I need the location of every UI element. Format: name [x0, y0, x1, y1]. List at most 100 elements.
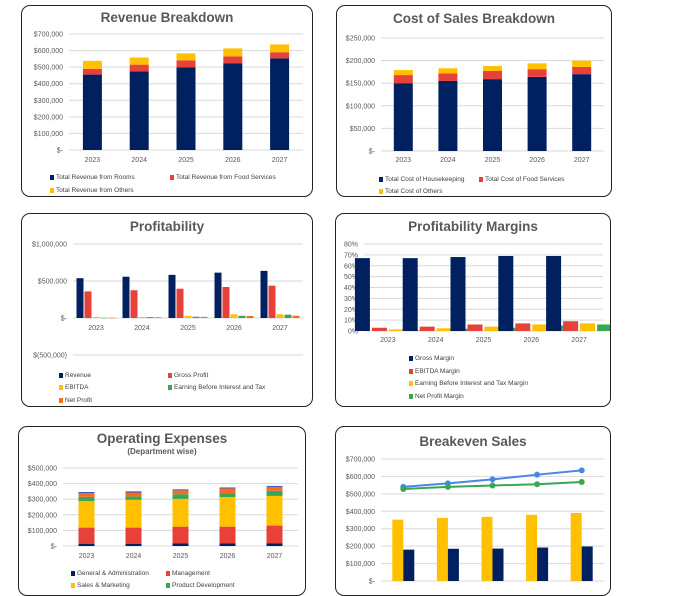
x-tick-label: 2025 [180, 325, 196, 332]
y-tick-label: $- [51, 544, 58, 551]
legend-swatch [166, 583, 170, 588]
bar [154, 317, 162, 318]
y-tick-label: $600,000 [34, 48, 63, 55]
y-tick-label: $- [369, 149, 376, 156]
bar-segment [172, 490, 189, 495]
bar [392, 519, 404, 581]
x-tick-label: 2027 [574, 157, 590, 164]
x-tick-label: 2026 [226, 325, 242, 332]
y-tick-label: $- [369, 579, 376, 586]
bar [284, 314, 292, 318]
y-tick-label: $(500,000) [33, 353, 67, 360]
bar-segment [438, 80, 458, 151]
x-tick-label: 2024 [131, 157, 147, 164]
legend-label: Total Revenue from Rooms [56, 174, 135, 181]
chart-plot: 0% 10% 20% 30% 40% 50% 60% 70% 80% 2023 2024 2025 20… [344, 242, 610, 344]
y-tick-label: 30% [344, 296, 358, 303]
operating-expenses-chart: Operating Expenses (Department wise) $- $… [18, 426, 306, 596]
bar-segment [82, 74, 102, 150]
y-tick-label: $600,000 [346, 474, 375, 481]
bar-segment [125, 527, 142, 544]
bar-segment [129, 71, 149, 150]
y-tick-label: 80% [344, 242, 358, 249]
bar-segment [78, 543, 95, 546]
legend-item: EBITDA [59, 384, 88, 391]
line-point [534, 471, 541, 478]
y-tick-label: $500,000 [38, 279, 67, 286]
bar-segment [393, 70, 413, 76]
y-tick-label: $- [57, 148, 64, 155]
bar [436, 517, 448, 581]
bar-segment [393, 83, 413, 151]
legend-swatch [379, 177, 383, 182]
y-tick-label: $500,000 [28, 466, 57, 473]
bar-segment [266, 486, 283, 491]
bar-segment [172, 494, 189, 499]
bar-segment [266, 490, 283, 496]
legend-label: Total Cost of Others [385, 188, 443, 195]
legend-item: Gross Profit [168, 372, 208, 379]
y-tick-label: $200,000 [346, 544, 375, 551]
bar-segment [270, 44, 290, 53]
y-tick-label: $400,000 [28, 481, 57, 488]
bar [238, 315, 246, 318]
line-point [489, 476, 496, 483]
y-tick-label: 0% [348, 329, 358, 336]
chart-title: Profitability [129, 219, 205, 234]
chart-subtitle: (Department wise) [127, 447, 197, 456]
bar [84, 291, 92, 318]
bar [580, 323, 596, 331]
legend-swatch [166, 571, 170, 576]
legend-swatch [71, 583, 75, 588]
legend-item: Total Cost of Food Services [479, 176, 564, 183]
bar [492, 548, 504, 581]
bar [450, 257, 466, 331]
bar-segment [219, 487, 236, 489]
line-point [578, 467, 585, 474]
chart-plot: $- $100,000 $200,000 $300,000 $400,000 $500,0… [28, 466, 298, 560]
y-tick-label: $400,000 [346, 509, 375, 516]
legend-label: Sales & Marketing [77, 582, 130, 589]
bar-segment [223, 48, 243, 57]
bar [100, 317, 108, 319]
legend-swatch [59, 398, 63, 403]
bar [246, 315, 254, 318]
legend-item: Total Cost of Housekeeping [379, 176, 465, 183]
chart-plot: $(500,000) $- $500,000 $1,000,000 2023 2024 20… [32, 242, 303, 360]
y-tick-label: $150,000 [346, 81, 375, 88]
bar [122, 276, 130, 318]
bar-segment [393, 75, 413, 84]
chart-title: Profitability Margins [408, 219, 538, 234]
x-tick-label: 2025 [173, 553, 189, 560]
legend-item: Total Revenue from Rooms [50, 174, 135, 181]
bar-segment [527, 76, 547, 151]
bar [581, 546, 593, 581]
bar [467, 324, 483, 331]
bar-segment [78, 492, 95, 493]
y-tick-label: $200,000 [28, 512, 57, 519]
bar [436, 328, 452, 331]
legend-item: Management [166, 570, 210, 577]
legend-label: Total Cost of Food Services [485, 176, 565, 183]
bar-segment [125, 496, 142, 500]
y-tick-label: 40% [344, 285, 358, 292]
bar-segment [219, 488, 236, 494]
bar-segment [483, 70, 502, 80]
y-tick-label: 10% [344, 318, 358, 325]
chart-plot: $- $100,000 $200,000 $300,000 $400,000 $500,0… [34, 32, 303, 164]
bar-segment [572, 74, 592, 151]
legend-item: Sales & Marketing [71, 582, 130, 589]
x-tick-label: 2023 [79, 553, 95, 560]
bar [388, 329, 404, 331]
bar-segment [176, 60, 196, 68]
legend-swatch [409, 368, 413, 374]
x-tick-label: 2025 [178, 157, 194, 164]
y-tick-label: $100,000 [346, 561, 375, 568]
legend-label: Total Revenue from Others [56, 187, 134, 194]
bar [526, 514, 538, 581]
legend-swatch [50, 175, 54, 180]
bar [276, 314, 284, 318]
bar [130, 290, 138, 318]
bar [222, 286, 230, 318]
y-tick-label: $250,000 [346, 36, 375, 43]
